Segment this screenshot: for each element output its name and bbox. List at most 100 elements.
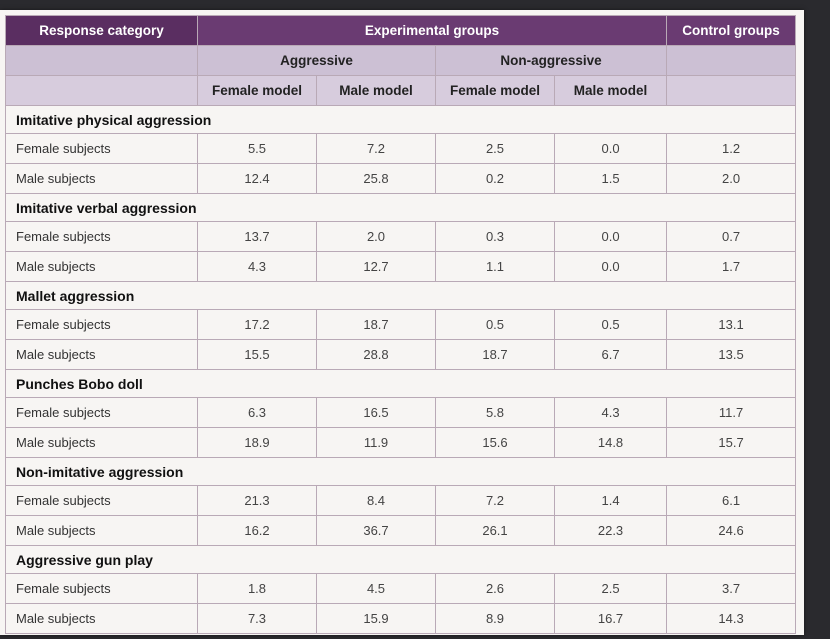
table-cell: 0.3 (435, 221, 555, 252)
row-label: Male subjects (5, 603, 198, 634)
header-control-blank (666, 75, 797, 106)
table-cell: 8.4 (316, 485, 436, 516)
table-cell: 17.2 (197, 309, 317, 340)
table-row: Male subjects 18.9 11.9 15.6 14.8 15.7 (5, 427, 797, 458)
table-cell: 1.5 (553, 163, 668, 194)
table-row: Male subjects 16.2 36.7 26.1 22.3 24.6 (5, 515, 797, 546)
table-cell: 16.2 (197, 515, 317, 546)
section-blank (666, 457, 797, 486)
table-cell: 0.2 (435, 163, 555, 194)
table-row: Male subjects 12.4 25.8 0.2 1.5 2.0 (5, 163, 797, 194)
header-blank-cell (5, 45, 198, 76)
header-control-groups: Control groups (666, 15, 797, 46)
table-cell: 18.9 (197, 427, 317, 458)
table-cell: 0.0 (553, 133, 668, 164)
table-cell: 11.9 (316, 427, 436, 458)
row-label: Male subjects (5, 427, 198, 458)
header-aggressive: Aggressive (197, 45, 436, 76)
table-cell: 26.1 (435, 515, 555, 546)
table-cell: 2.5 (435, 133, 555, 164)
table-cell: 1.7 (666, 251, 797, 282)
table-cell: 18.7 (435, 339, 555, 370)
table-cell: 2.0 (666, 163, 797, 194)
table-cell: 24.6 (666, 515, 797, 546)
table-cell: 18.7 (316, 309, 436, 340)
header-non-aggressive: Non-aggressive (434, 45, 668, 76)
table-cell: 14.3 (666, 603, 797, 634)
table-cell: 12.4 (197, 163, 317, 194)
table-row: Female subjects 21.3 8.4 7.2 1.4 6.1 (5, 485, 797, 516)
row-label: Male subjects (5, 339, 198, 370)
table-cell: 7.3 (197, 603, 317, 634)
table-cell: 5.5 (197, 133, 317, 164)
row-label: Female subjects (5, 221, 198, 252)
table-cell: 1.2 (666, 133, 797, 164)
table-cell: 3.7 (666, 573, 797, 604)
section-row: Non-imitative aggression (4, 457, 797, 486)
table-row: Male subjects 4.3 12.7 1.1 0.0 1.7 (5, 251, 797, 282)
section-blank (666, 105, 797, 134)
row-label: Male subjects (5, 251, 198, 282)
table-row: Male subjects 7.3 15.9 8.9 16.7 14.3 (5, 603, 797, 634)
table-cell: 0.0 (553, 221, 668, 252)
row-label: Male subjects (5, 515, 198, 546)
section-title: Imitative physical aggression (4, 105, 667, 134)
table-cell: 13.1 (666, 309, 797, 340)
table-cell: 0.7 (666, 221, 797, 252)
table-cell: 15.5 (197, 339, 317, 370)
section-title: Non-imitative aggression (4, 457, 667, 486)
table-cell: 1.8 (197, 573, 317, 604)
table-cell: 15.9 (316, 603, 436, 634)
table-cell: 6.1 (666, 485, 797, 516)
table-cell: 5.8 (435, 397, 555, 428)
table-cell: 28.8 (316, 339, 436, 370)
results-table: Response category Experimental groups Co… (4, 15, 797, 634)
table-cell: 16.5 (316, 397, 436, 428)
table-cell: 2.6 (435, 573, 555, 604)
table-cell: 15.7 (666, 427, 797, 458)
section-row: Imitative verbal aggression (4, 193, 797, 222)
section-row: Punches Bobo doll (4, 369, 797, 398)
table-row: Female subjects 17.2 18.7 0.5 0.5 13.1 (5, 309, 797, 340)
row-label: Female subjects (5, 133, 198, 164)
table-cell: 2.0 (316, 221, 436, 252)
table-row: Female subjects 13.7 2.0 0.3 0.0 0.7 (5, 221, 797, 252)
table-cell: 4.5 (316, 573, 436, 604)
section-row: Imitative physical aggression (4, 105, 797, 134)
header-female-model: Female model (197, 75, 317, 106)
header-blank-cell (5, 75, 198, 106)
table-cell: 2.5 (553, 573, 668, 604)
table-body: Imitative physical aggression Female subj… (4, 105, 797, 634)
row-label: Female subjects (5, 573, 198, 604)
table-row: Female subjects 6.3 16.5 5.8 4.3 11.7 (5, 397, 797, 428)
row-label: Female subjects (5, 309, 198, 340)
document-page: Response category Experimental groups Co… (0, 10, 804, 635)
table-cell: 0.5 (435, 309, 555, 340)
table-cell: 0.0 (553, 251, 668, 282)
table-row: Female subjects 1.8 4.5 2.6 2.5 3.7 (5, 573, 797, 604)
section-blank (666, 545, 797, 574)
header-female-model: Female model (435, 75, 555, 106)
table-row: Male subjects 15.5 28.8 18.7 6.7 13.5 (5, 339, 797, 370)
section-blank (666, 281, 797, 310)
table-cell: 36.7 (316, 515, 436, 546)
table-cell: 1.4 (553, 485, 668, 516)
table-cell: 1.1 (435, 251, 555, 282)
section-title: Mallet aggression (4, 281, 667, 310)
header-male-model: Male model (316, 75, 436, 106)
section-title: Imitative verbal aggression (4, 193, 667, 222)
row-label: Female subjects (5, 485, 198, 516)
table-cell: 7.2 (435, 485, 555, 516)
header-male-model: Male model (553, 75, 668, 106)
section-title: Aggressive gun play (4, 545, 667, 574)
table-cell: 13.5 (666, 339, 797, 370)
table-cell: 0.5 (553, 309, 668, 340)
table-cell: 6.3 (197, 397, 317, 428)
table-row: Female subjects 5.5 7.2 2.5 0.0 1.2 (5, 133, 797, 164)
section-row: Mallet aggression (4, 281, 797, 310)
row-label: Male subjects (5, 163, 198, 194)
header-control-blank (666, 45, 797, 76)
section-blank (666, 193, 797, 222)
header-experimental-groups: Experimental groups (196, 15, 668, 46)
table-cell: 15.6 (435, 427, 555, 458)
